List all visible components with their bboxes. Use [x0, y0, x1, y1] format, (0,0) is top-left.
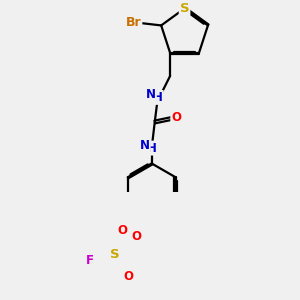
Text: F: F	[86, 254, 94, 268]
Text: S: S	[180, 2, 189, 15]
Text: O: O	[131, 230, 141, 243]
Text: H: H	[147, 142, 157, 154]
Text: Br: Br	[126, 16, 141, 29]
Text: O: O	[124, 270, 134, 283]
Text: O: O	[171, 111, 181, 124]
Text: N: N	[146, 88, 156, 101]
Text: O: O	[118, 224, 128, 237]
Text: S: S	[110, 248, 120, 261]
Text: N: N	[140, 139, 150, 152]
Text: H: H	[153, 91, 163, 104]
